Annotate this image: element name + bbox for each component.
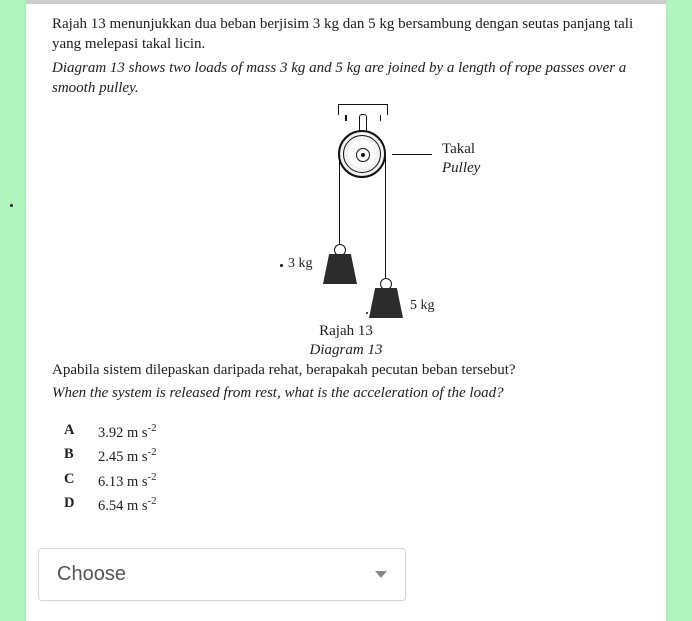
option-c: C 6.13 m s-2	[64, 469, 640, 494]
pulley-label-my: Takal	[442, 140, 480, 159]
dropdown-placeholder: Choose	[57, 563, 126, 586]
pulley-label-line	[392, 154, 432, 155]
option-d: D 6.54 m s-2	[64, 493, 640, 518]
option-value: 6.54 m s-2	[98, 493, 157, 518]
value-exp: -2	[148, 495, 157, 507]
value-unit: m s	[127, 449, 148, 465]
diagram-caption: Rajah 13 Diagram 13	[52, 322, 640, 360]
intro-line-my: Rajah 13 menunjukkan dua beban berjisim …	[52, 14, 640, 55]
weight-label-3kg: 3 kg	[288, 256, 313, 272]
answer-options: A 3.92 m s-2 B 2.45 m s-2 C 6.13 m s-2 D…	[64, 420, 640, 518]
pulley-diagram: Takal Pulley 3 kg 5 kg Rajah 13 Diagram …	[52, 104, 640, 344]
option-value: 2.45 m s-2	[98, 444, 157, 469]
value-exp: -2	[148, 422, 157, 434]
option-letter: D	[64, 493, 82, 518]
rope-left	[339, 156, 340, 246]
option-value: 6.13 m s-2	[98, 469, 157, 494]
answer-dropdown[interactable]: Choose	[38, 548, 406, 601]
rope-right	[385, 156, 386, 280]
option-letter: C	[64, 469, 82, 494]
option-value: 3.92 m s-2	[98, 420, 157, 445]
value-number: 3.92	[98, 424, 123, 440]
pulley-wheel	[338, 130, 386, 178]
value-unit: m s	[127, 498, 148, 514]
pulley-hub	[356, 148, 370, 162]
question-my: Apabila sistem dilepaskan daripada rehat…	[52, 360, 640, 380]
question-card: Rajah 13 menunjukkan dua beban berjisim …	[26, 0, 666, 621]
pulley-label: Takal Pulley	[442, 140, 480, 178]
weight-5kg	[369, 288, 403, 318]
marker-dot	[280, 264, 283, 267]
weight-label-5kg: 5 kg	[410, 298, 435, 314]
value-unit: m s	[127, 424, 148, 440]
option-a: A 3.92 m s-2	[64, 420, 640, 445]
pulley-label-en: Pulley	[442, 159, 480, 178]
chevron-down-icon	[375, 571, 387, 578]
question-text-block: Apabila sistem dilepaskan daripada rehat…	[52, 360, 640, 404]
value-number: 6.13	[98, 473, 123, 489]
option-b: B 2.45 m s-2	[64, 444, 640, 469]
value-exp: -2	[148, 446, 157, 458]
value-number: 6.54	[98, 498, 123, 514]
option-letter: A	[64, 420, 82, 445]
value-exp: -2	[148, 471, 157, 483]
intro-line-en: Diagram 13 shows two loads of mass 3 kg …	[52, 58, 640, 99]
value-unit: m s	[127, 473, 148, 489]
stray-dot	[10, 204, 13, 207]
marker-dot-2	[366, 312, 368, 314]
caption-my: Rajah 13	[52, 322, 640, 341]
value-number: 2.45	[98, 449, 123, 465]
caption-en: Diagram 13	[52, 341, 640, 360]
weight-3kg	[323, 254, 357, 284]
question-en: When the system is released from rest, w…	[52, 383, 640, 403]
option-letter: B	[64, 444, 82, 469]
intro-text-block: Rajah 13 menunjukkan dua beban berjisim …	[52, 14, 640, 98]
